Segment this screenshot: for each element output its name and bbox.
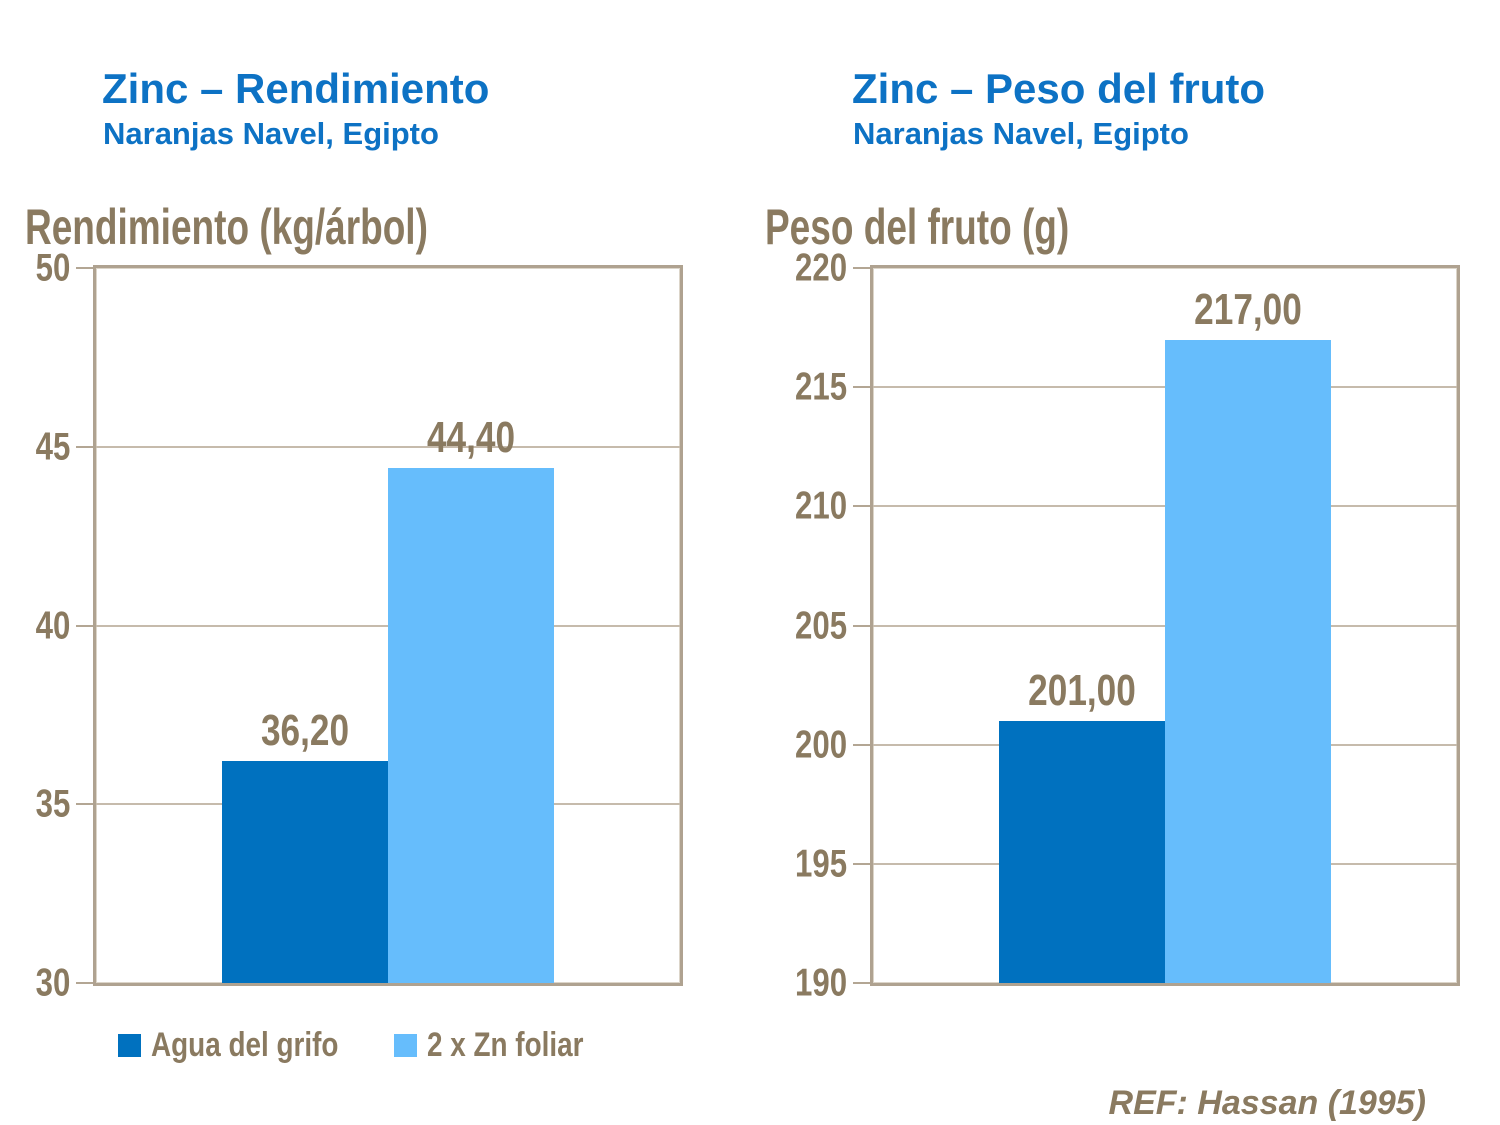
y-tick-label-30: 30 — [35, 961, 70, 1005]
bar-value-label: 201,00 — [1028, 665, 1136, 715]
legend-label: Agua del grifo — [151, 1026, 339, 1064]
y-tick-mark-45 — [76, 445, 93, 448]
y-tick-label-35: 35 — [35, 782, 70, 826]
y-axis-title: Peso del fruto (g) — [765, 199, 1070, 255]
y-tick-label-45: 45 — [35, 425, 70, 469]
y-tick-label-50: 50 — [35, 246, 70, 290]
y-tick-label-215: 215 — [794, 365, 847, 409]
chart-subtitle: Naranjas Navel, Egipto — [103, 116, 439, 151]
legend: Agua del grifo 2 x Zn foliar — [118, 1028, 617, 1062]
chart-rendimiento: Zinc – Rendimiento Naranjas Navel, Egipt… — [0, 0, 730, 1125]
y-tick-mark-215 — [853, 386, 870, 389]
legend-swatch-light-blue — [393, 1033, 417, 1057]
chart-title: Zinc – Rendimiento — [102, 65, 490, 112]
legend-label: 2 x Zn foliar — [426, 1026, 584, 1064]
bars-group: 201,00 217,00 — [873, 268, 1457, 983]
legend-item-agua-del-grifo: Agua del grifo — [118, 1028, 380, 1062]
y-tick-label-190: 190 — [794, 961, 847, 1005]
y-tick-mark-200 — [853, 743, 870, 746]
y-tick-mark-50 — [76, 267, 93, 269]
gridline-45 — [96, 445, 680, 448]
chart-subtitle: Naranjas Navel, Egipto — [853, 116, 1189, 151]
plot-area: 190 195 200 205 210 215 220 201,00 217,00 — [795, 249, 1460, 1003]
bar-value-label: 44,40 — [426, 413, 515, 463]
y-tick-label-195: 195 — [794, 842, 847, 886]
y-tick-mark-220 — [853, 267, 870, 269]
y-tick-mark-195 — [853, 862, 870, 865]
bar-agua-del-grifo: 36,20 — [222, 709, 388, 983]
bars-group: 36,20 44,40 — [96, 268, 680, 983]
bar-2-x-zn-foliar: 217,00 — [1165, 287, 1331, 983]
bar-value-label: 217,00 — [1194, 284, 1302, 334]
y-tick-mark-35 — [76, 803, 93, 806]
bar-value-label: 36,20 — [261, 706, 350, 756]
y-tick-mark-40 — [76, 624, 93, 627]
reference-text: REF: Hassan (1995) — [1108, 1084, 1426, 1122]
bar-2-x-zn-foliar: 44,40 — [388, 416, 554, 983]
y-tick-label-220: 220 — [794, 246, 847, 290]
legend-item-2x-zn-foliar: 2 x Zn foliar — [393, 1026, 618, 1064]
y-tick-mark-205 — [853, 624, 870, 627]
y-tick-mark-190 — [853, 982, 870, 984]
y-tick-label-205: 205 — [794, 604, 847, 647]
chart-peso-del-fruto: Zinc – Peso del fruto Naranjas Navel, Eg… — [740, 0, 1500, 1125]
y-axis-title: Rendimiento (kg/árbol) — [25, 199, 428, 255]
y-tick-label-200: 200 — [794, 723, 847, 767]
y-tick-mark-210 — [853, 505, 870, 508]
y-tick-label-210: 210 — [794, 484, 847, 528]
legend-swatch-dark-blue — [118, 1033, 141, 1057]
bar-agua-del-grifo: 201,00 — [999, 668, 1165, 983]
plot-area: 30 35 40 45 50 36,20 44,40 — [35, 249, 683, 1003]
y-tick-mark-30 — [76, 982, 93, 984]
chart-title: Zinc – Peso del fruto — [852, 65, 1266, 112]
y-tick-label-40: 40 — [35, 604, 70, 647]
